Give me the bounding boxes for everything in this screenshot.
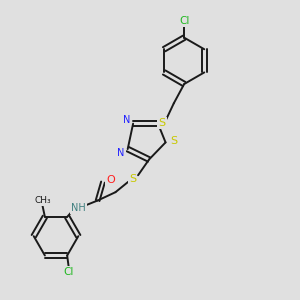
Text: CH₃: CH₃ [34, 196, 51, 205]
Text: N: N [123, 115, 130, 125]
Text: O: O [106, 175, 115, 185]
Text: Cl: Cl [179, 16, 189, 26]
Text: Cl: Cl [64, 267, 74, 277]
Text: S: S [129, 174, 136, 184]
Text: NH: NH [71, 203, 86, 213]
Text: S: S [158, 118, 166, 128]
Text: S: S [170, 136, 177, 146]
Text: N: N [118, 148, 125, 158]
